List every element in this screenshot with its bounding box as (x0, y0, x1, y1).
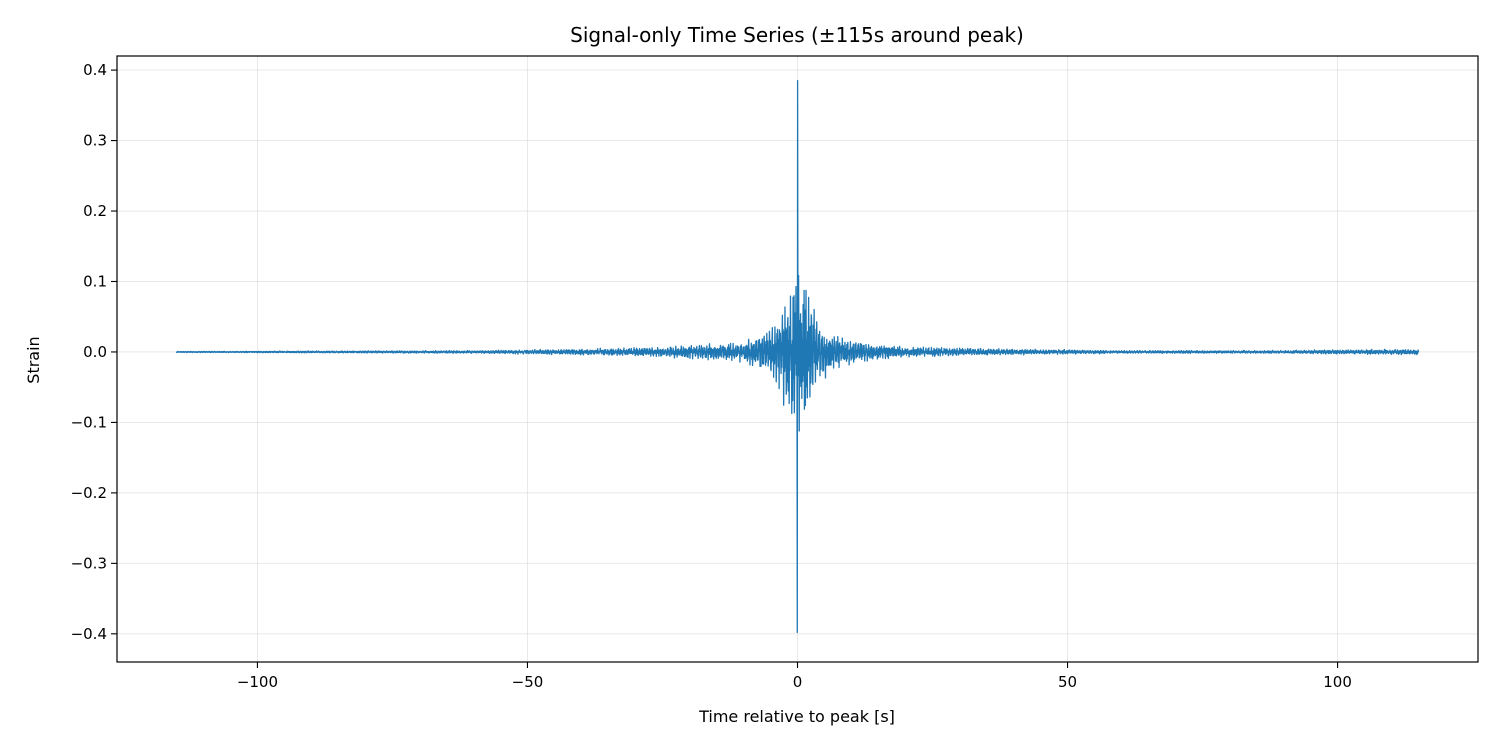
y-tick-label: 0.3 (83, 132, 107, 150)
y-axis-label: Strain (24, 336, 43, 383)
x-axis: −100 −50 0 50 100 (237, 662, 1352, 691)
y-axis: 0.4 0.3 0.2 0.1 0.0 −0.1 −0.2 −0.3 −0.4 (71, 61, 117, 643)
x-tick-label: −100 (237, 673, 278, 691)
y-tick-label: −0.4 (71, 625, 107, 643)
y-tick-label: 0.1 (83, 272, 107, 290)
y-tick-label: 0.0 (83, 343, 107, 361)
x-tick-label: 50 (1058, 673, 1077, 691)
y-tick-label: −0.2 (71, 484, 107, 502)
chart-title: Signal-only Time Series (±115s around pe… (570, 23, 1024, 47)
x-tick-label: 0 (793, 673, 803, 691)
y-tick-label: 0.4 (83, 61, 107, 79)
x-axis-label: Time relative to peak [s] (698, 707, 895, 726)
x-tick-label: −50 (512, 673, 544, 691)
y-tick-label: −0.3 (71, 554, 107, 572)
y-tick-label: −0.1 (71, 413, 107, 431)
series-layer (175, 80, 1420, 634)
series-line-strain (175, 80, 1420, 634)
y-tick-label: 0.2 (83, 202, 107, 220)
x-tick-label: 100 (1323, 673, 1352, 691)
